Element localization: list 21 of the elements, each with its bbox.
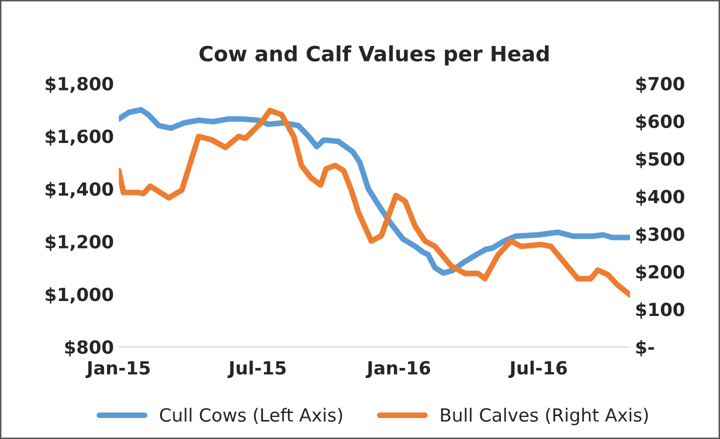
y-tick-label: $1,800 bbox=[46, 76, 114, 93]
y2-tick-label: $100 bbox=[636, 302, 684, 319]
x-tick-label: Jan-15 bbox=[86, 361, 150, 378]
y-tick-label: $1,200 bbox=[46, 234, 114, 251]
chart-title: Cow and Calf Values per Head bbox=[200, 45, 549, 66]
x-tick-label: Jul-16 bbox=[508, 360, 567, 378]
y2-tick-label: $- bbox=[636, 340, 654, 356]
legend-label: Cull Cows (Left Axis) bbox=[160, 408, 342, 424]
y-tick-label: $1,600 bbox=[46, 129, 114, 146]
legend-label: Bull Calves (Right Axis) bbox=[441, 408, 648, 426]
y-tick-label: $1,400 bbox=[46, 182, 114, 198]
y2-tick-label: $300 bbox=[636, 227, 684, 244]
y2-tick-label: $700 bbox=[636, 76, 684, 93]
y2-tick-label: $400 bbox=[636, 189, 684, 206]
x-tick-label: Jul-15 bbox=[228, 360, 286, 378]
y2-tick-label: $500 bbox=[636, 152, 684, 168]
y-tick-label: $800 bbox=[65, 340, 114, 356]
x-tick-label: Jan-16 bbox=[366, 361, 430, 378]
y2-tick-label: $600 bbox=[636, 114, 684, 131]
y2-tick-label: $200 bbox=[636, 264, 684, 282]
y-tick-label: $1,000 bbox=[46, 287, 114, 304]
